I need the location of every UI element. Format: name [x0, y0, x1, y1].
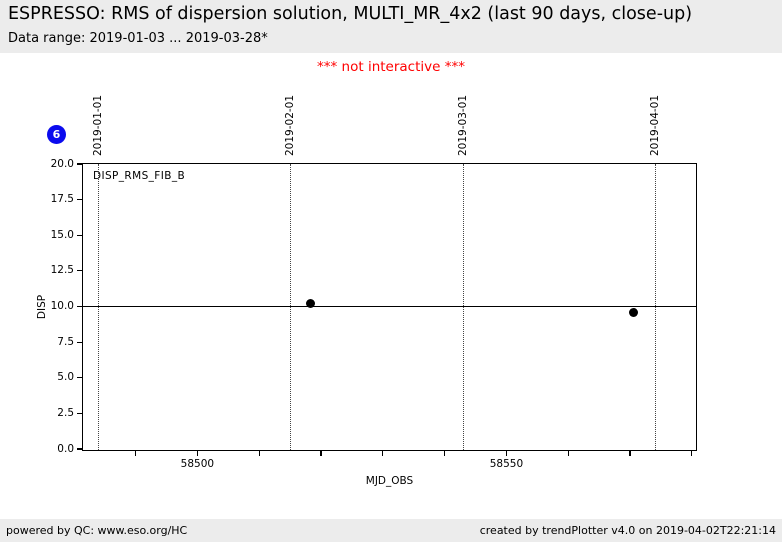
x-tick-label: 58550: [489, 458, 524, 470]
y-tick-label: 10.0: [50, 300, 74, 312]
footer: powered by QC: www.eso.org/HC created by…: [0, 519, 782, 542]
date-gridline-label: 2019-04-01: [648, 94, 661, 156]
x-tick: [444, 450, 446, 456]
x-tick: [196, 450, 198, 456]
y-tick: [77, 377, 82, 379]
data-point: [305, 299, 315, 309]
footer-powered-by: powered by QC: www.eso.org/HC: [6, 524, 188, 537]
y-tick: [77, 270, 82, 272]
y-tick: [77, 412, 82, 414]
y-tick-label: 7.5: [57, 335, 74, 348]
x-tick: [320, 450, 322, 456]
x-tick: [567, 450, 569, 456]
count-badge: 6: [47, 125, 66, 144]
y-tick: [77, 234, 82, 236]
x-axis-title: MJD_OBS: [365, 475, 414, 487]
header: ESPRESSO: RMS of dispersion solution, MU…: [0, 0, 782, 53]
data-range-subtitle: Data range: 2019-01-03 ... 2019-03-28*: [8, 31, 268, 46]
x-tick: [382, 450, 384, 456]
x-tick: [258, 450, 260, 456]
x-tick: [505, 450, 508, 456]
y-tick: [77, 199, 82, 201]
x-tick-label: 58500: [180, 458, 215, 470]
x-tick: [691, 450, 693, 456]
date-gridline-label: 2019-01-01: [92, 94, 105, 156]
date-gridline-label: 2019-03-01: [457, 94, 470, 156]
page-title: ESPRESSO: RMS of dispersion solution, MU…: [8, 4, 693, 24]
y-tick-label: 0.0: [57, 442, 74, 455]
y-tick-label: 20.0: [50, 157, 74, 170]
y-tick-label: 2.5: [57, 406, 74, 419]
series-label: DISP_RMS_FIB_B: [93, 170, 186, 182]
reference-line: [83, 305, 696, 308]
x-tick: [629, 450, 631, 456]
footer-created-by: created by trendPlotter v4.0 on 2019-04-…: [479, 524, 776, 537]
not-interactive-notice: *** not interactive ***: [317, 59, 465, 75]
x-tick: [134, 450, 137, 456]
y-tick: [77, 163, 82, 165]
y-tick-label: 17.5: [50, 193, 74, 206]
y-tick-label: 12.5: [50, 264, 74, 277]
y-tick: [77, 448, 82, 450]
y-tick-label: 5.0: [57, 371, 74, 384]
y-tick-label: 15.0: [50, 228, 74, 241]
y-tick: [77, 305, 82, 308]
plot-area: DISP_RMS_FIB_B DISP MJD_OBS 2019-01-01 20…: [36, 95, 697, 487]
date-gridline-label: 2019-02-01: [284, 94, 297, 156]
y-tick: [77, 341, 82, 343]
data-point: [628, 307, 638, 317]
